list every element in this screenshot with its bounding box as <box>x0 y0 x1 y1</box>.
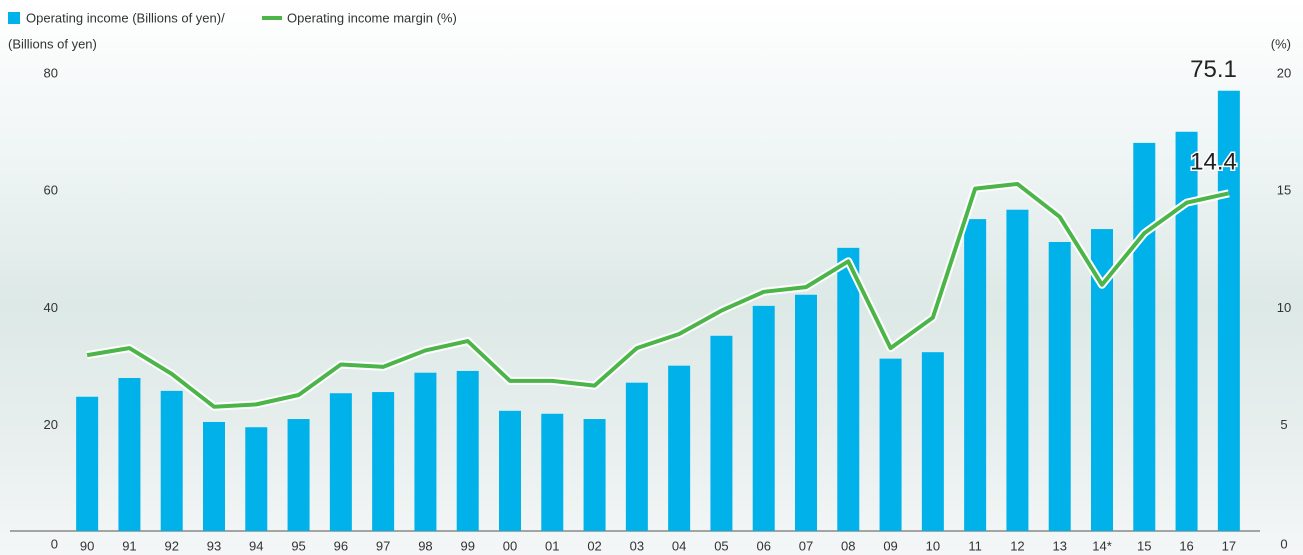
x-tick-label: 07 <box>799 538 813 553</box>
bar-value-label: 75.1 <box>1190 56 1237 83</box>
bar <box>921 352 944 531</box>
y2-tick-label: 5 <box>1280 417 1287 432</box>
x-tick-label: 98 <box>418 538 432 553</box>
y2-tick-label: 10 <box>1277 300 1291 315</box>
x-tick-label: 04 <box>672 538 686 553</box>
bar <box>964 219 987 532</box>
y-tick-label: 20 <box>44 417 58 432</box>
x-tick-label: 08 <box>841 538 855 553</box>
bar <box>329 393 352 531</box>
line <box>86 181 1230 409</box>
x-tick-label: 03 <box>630 538 644 553</box>
bar <box>583 419 606 531</box>
x-tick-label: 17 <box>1222 538 1236 553</box>
x-tick-label: 94 <box>249 538 263 553</box>
x-tick-label: 10 <box>926 538 940 553</box>
line-value-label: 14.4 <box>1190 149 1237 176</box>
x-tick-label: 01 <box>545 538 559 553</box>
bar <box>1175 131 1198 532</box>
bar <box>287 419 310 531</box>
x-tick-label: 05 <box>714 538 728 553</box>
x-tick-label: 97 <box>376 538 390 553</box>
y2-axis-label: (%) <box>1271 36 1291 51</box>
bar <box>456 370 479 531</box>
bar <box>1133 142 1156 531</box>
x-tick-label: 91 <box>122 538 136 553</box>
x-tick-label: 14* <box>1092 538 1112 553</box>
y-tick-label: 40 <box>44 300 58 315</box>
bar <box>1217 90 1240 531</box>
bar <box>76 396 99 531</box>
bar <box>752 305 775 531</box>
bar <box>625 382 648 531</box>
bar <box>837 247 860 531</box>
y2-tick-label: 0 <box>1280 536 1287 551</box>
bar <box>414 372 437 531</box>
y-tick-label: 80 <box>44 65 58 80</box>
x-tick-label: 11 <box>968 538 982 553</box>
x-tick-label: 90 <box>80 538 94 553</box>
x-tick-label: 16 <box>1179 538 1193 553</box>
legend-bar-swatch <box>8 12 20 24</box>
bar <box>245 427 268 531</box>
y-tick-label: 60 <box>44 183 58 198</box>
legend-bar-label: Operating income (Billions of yen)/ <box>26 10 225 25</box>
bar <box>1048 241 1071 531</box>
x-tick-label: 13 <box>1052 538 1066 553</box>
legend-line-label: Operating income margin (%) <box>287 10 457 25</box>
bar <box>160 390 183 531</box>
bar <box>541 413 564 531</box>
x-tick-label: 95 <box>291 538 305 553</box>
bar <box>203 421 225 531</box>
bar <box>1006 209 1029 532</box>
x-tick-label: 06 <box>756 538 770 553</box>
bar <box>879 358 902 531</box>
y-axis-label: (Billions of yen) <box>8 36 97 51</box>
bar <box>372 392 395 531</box>
x-tick-label: 93 <box>207 538 221 553</box>
x-tick-label: 15 <box>1137 538 1151 553</box>
bar <box>668 365 691 531</box>
bar <box>499 410 521 531</box>
x-tick-label: 99 <box>460 538 474 553</box>
x-tick-label: 12 <box>1010 538 1024 553</box>
y2-tick-label: 20 <box>1277 65 1291 80</box>
bar <box>710 335 733 531</box>
bar <box>795 294 817 531</box>
x-tick-label: 09 <box>883 538 897 553</box>
bar <box>118 377 141 531</box>
x-tick-label: 96 <box>334 538 348 553</box>
y2-tick-label: 15 <box>1277 183 1291 198</box>
x-tick-label: 92 <box>164 538 178 553</box>
y-tick-label: 0 <box>51 536 58 551</box>
x-tick-label: 00 <box>503 538 517 553</box>
bar <box>1091 229 1113 532</box>
x-tick-label: 02 <box>587 538 601 553</box>
